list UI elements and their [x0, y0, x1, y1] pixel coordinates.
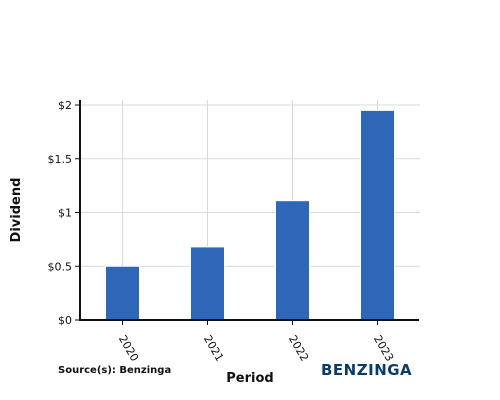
bar-2020 [105, 265, 140, 321]
y-tick-label: $2 [58, 99, 72, 112]
y-tick-label: $0.5 [48, 260, 73, 273]
x-axis-title: Period [226, 371, 273, 386]
bar-2022 [275, 200, 310, 321]
bar-2023 [360, 109, 395, 321]
y-tick-label: $1.5 [48, 153, 73, 166]
bar-2021 [190, 246, 225, 321]
benzinga-logo: BENZINGA [321, 361, 412, 379]
source-note: Source(s): Benzinga [58, 365, 171, 376]
y-tick-labels: $0 $0.5 $1 $1.5 $2 [48, 99, 80, 327]
x-tick-labels: 2020 2021 2022 2023 [116, 320, 396, 364]
y-tick-label: $0 [58, 314, 72, 327]
y-axis-title: Dividend [9, 178, 24, 243]
x-tick-label: 2022 [286, 333, 311, 364]
axes [79, 100, 419, 321]
x-tick-label: 2020 [116, 333, 141, 364]
y-tick-label: $1 [58, 207, 72, 220]
bar-series [105, 109, 395, 321]
x-tick-label: 2021 [201, 333, 226, 364]
x-tick-label: 2023 [371, 333, 396, 364]
